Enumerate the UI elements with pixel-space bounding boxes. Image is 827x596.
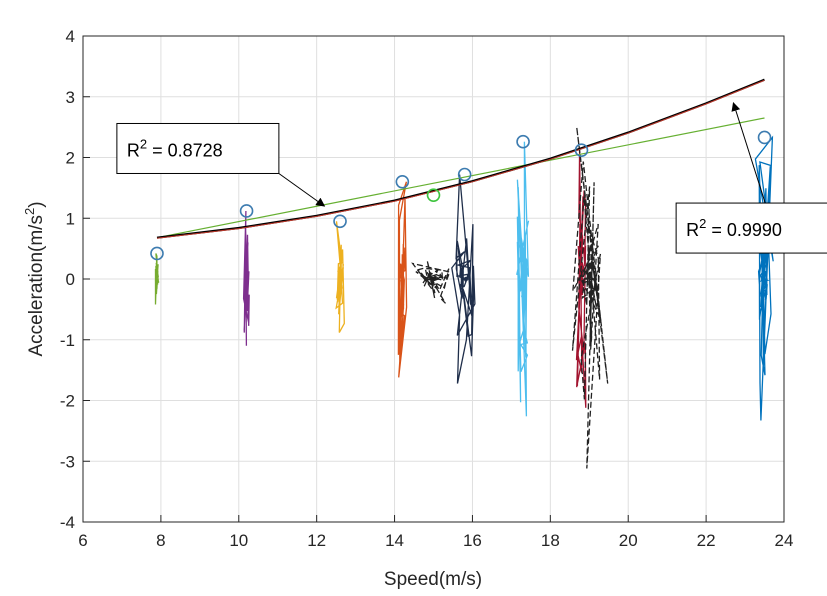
oscillation-trace: [154, 253, 160, 305]
y-axis-title-main: Acceleration(m/s: [26, 215, 47, 357]
fit-line-quadratic: [156, 78, 765, 239]
peak-point-marker: [333, 214, 347, 229]
y-tick-label: -3: [60, 452, 75, 471]
oscillation-layer: [154, 127, 774, 469]
annotation-box: [116, 122, 280, 174]
x-tick-label: 6: [78, 531, 87, 550]
peak-point-marker: [239, 204, 254, 218]
annotation-layer: R2 = 0.8728 R2 = 0.9990: [116, 101, 827, 254]
oscillation-trace: [411, 260, 451, 304]
x-tick-label: 20: [619, 531, 638, 550]
x-tick-label: 10: [229, 531, 248, 550]
peak-point-marker: [516, 134, 530, 149]
oscillation-trace: [397, 181, 408, 378]
point-layer: [150, 130, 772, 261]
fit-line-linear: [156, 117, 765, 239]
oscillation-trace: [571, 127, 609, 469]
x-tick-label: 18: [541, 531, 560, 550]
x-tick-label: 22: [697, 531, 716, 550]
peak-point-marker: [395, 175, 410, 189]
outlier-point-marker: [426, 188, 441, 202]
x-tick-label: 14: [385, 531, 404, 550]
y-tick-label: 0: [66, 270, 75, 289]
y-axis-title: Acceleration(m/s2): [22, 201, 47, 356]
annotation-box: [675, 202, 827, 254]
annotation-label: R2 = 0.9990: [686, 216, 782, 240]
oscillation-trace: [335, 221, 345, 333]
x-axis-title: Speed(m/s): [384, 569, 482, 590]
y-tick-label: 4: [66, 27, 75, 46]
peak-point-marker: [757, 130, 772, 145]
annotation-label: R2 = 0.8728: [127, 136, 223, 160]
x-tick-label: 12: [307, 531, 326, 550]
x-tick-label: 8: [156, 531, 165, 550]
y-tick-label: 2: [66, 149, 75, 168]
y-tick-label: -4: [60, 513, 75, 532]
y-tick-label: 1: [66, 209, 75, 228]
oscillation-trace: [242, 210, 250, 346]
y-tick-label: -2: [60, 392, 75, 411]
annotation-arrow: [731, 101, 766, 204]
oscillation-trace: [451, 174, 476, 384]
fit-line-quadratic-overlay: [156, 79, 765, 239]
x-tick-label: 24: [775, 531, 794, 550]
y-axis-title-close: ): [26, 201, 47, 207]
y-tick-label: 3: [66, 88, 75, 107]
peak-point-marker: [574, 143, 589, 158]
fit-layer: [156, 78, 765, 239]
annotation-arrow: [278, 173, 326, 207]
peak-point-marker: [457, 167, 472, 182]
peak-point-marker: [150, 246, 164, 261]
y-axis-title-exp: 2: [22, 208, 37, 215]
oscillation-trace: [516, 141, 530, 417]
x-tick-label: 16: [463, 531, 482, 550]
y-tick-label: -1: [60, 331, 75, 350]
